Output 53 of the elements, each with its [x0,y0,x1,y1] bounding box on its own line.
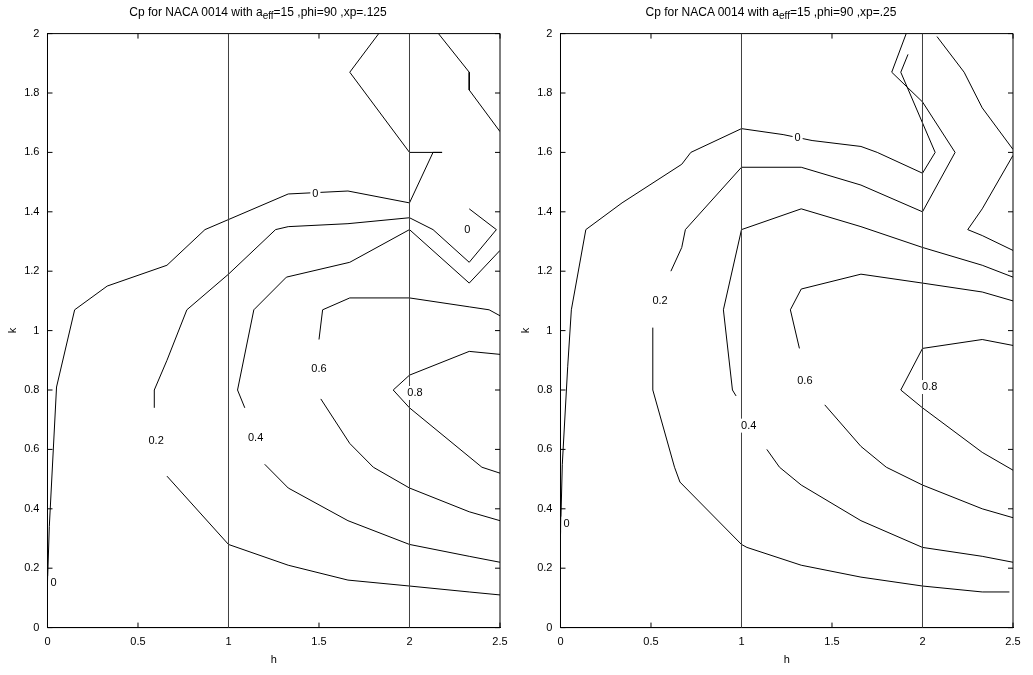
x-tick-label: 1.5 [824,635,840,648]
y-tick-label: 0.8 [24,383,40,396]
x-tick-label: 0.5 [643,635,659,648]
x-tick-label: 0.5 [130,635,146,648]
x-tick-label: 2.5 [492,635,508,648]
x-tick-label: 2 [406,635,413,648]
y-tick-label: 0.2 [24,561,40,574]
y-tick-label: 1.4 [537,204,553,217]
y-tick-label: 1.6 [537,145,553,158]
x-axis-title: h [270,653,277,666]
x-tick-label: 1 [225,635,232,648]
annotation: 0 [50,576,57,589]
x-axis-title: h [783,653,790,666]
annotation: 0.2 [148,433,164,446]
y-tick-label: 1 [33,323,40,336]
y-axis-title: k [518,327,531,334]
annotation: 0 [464,222,471,235]
x-tick-label: 2 [919,635,926,648]
y-tick-label: 0 [546,620,553,633]
annotation: 0 [794,130,801,143]
y-tick-label: 0.6 [537,442,553,455]
y-tick-label: 1.6 [24,145,40,158]
y-tick-label: 1.4 [24,204,40,217]
y-axis-title: k [5,327,18,334]
y-tick-label: 1.2 [537,264,553,277]
annotation: 0 [312,187,319,200]
annotation: 0.4 [248,430,264,443]
y-tick-label: 0.4 [24,501,40,514]
y-tick-label: 1.2 [24,264,40,277]
annotation: 0 [563,516,570,529]
y-tick-label: 1.8 [24,86,40,99]
annotation: 0.8 [922,380,938,393]
annotation: 0.6 [797,374,813,387]
y-tick-label: 2 [546,26,553,39]
annotation: 0.6 [311,362,327,375]
x-tick-label: 0 [44,635,51,648]
x-tick-label: 2.5 [1005,635,1021,648]
chart-title: Cp for NACA 0014 with a$_{eff}$=15 ,phi=90 ,xp=.125 [128,4,388,24]
annotation: 0.4 [741,418,757,431]
y-tick-label: 0.8 [537,383,553,396]
annotation: 0.8 [407,386,423,398]
chart-title: Cp for NACA 0014 with a$_{eff}$=15 ,phi=90 ,xp=.25 [644,4,898,24]
y-tick-label: 0.6 [24,442,40,455]
x-tick-label: 1 [738,635,745,648]
y-tick-label: 0 [33,620,40,633]
annotation: 0.2 [652,293,668,306]
y-tick-label: 0.4 [537,501,553,514]
y-tick-label: 0.2 [537,561,553,574]
y-tick-label: 1 [546,323,553,336]
y-tick-label: 2 [33,26,40,39]
y-tick-label: 1.8 [537,86,553,99]
x-tick-label: 1.5 [311,635,327,648]
x-tick-label: 0 [557,635,564,648]
